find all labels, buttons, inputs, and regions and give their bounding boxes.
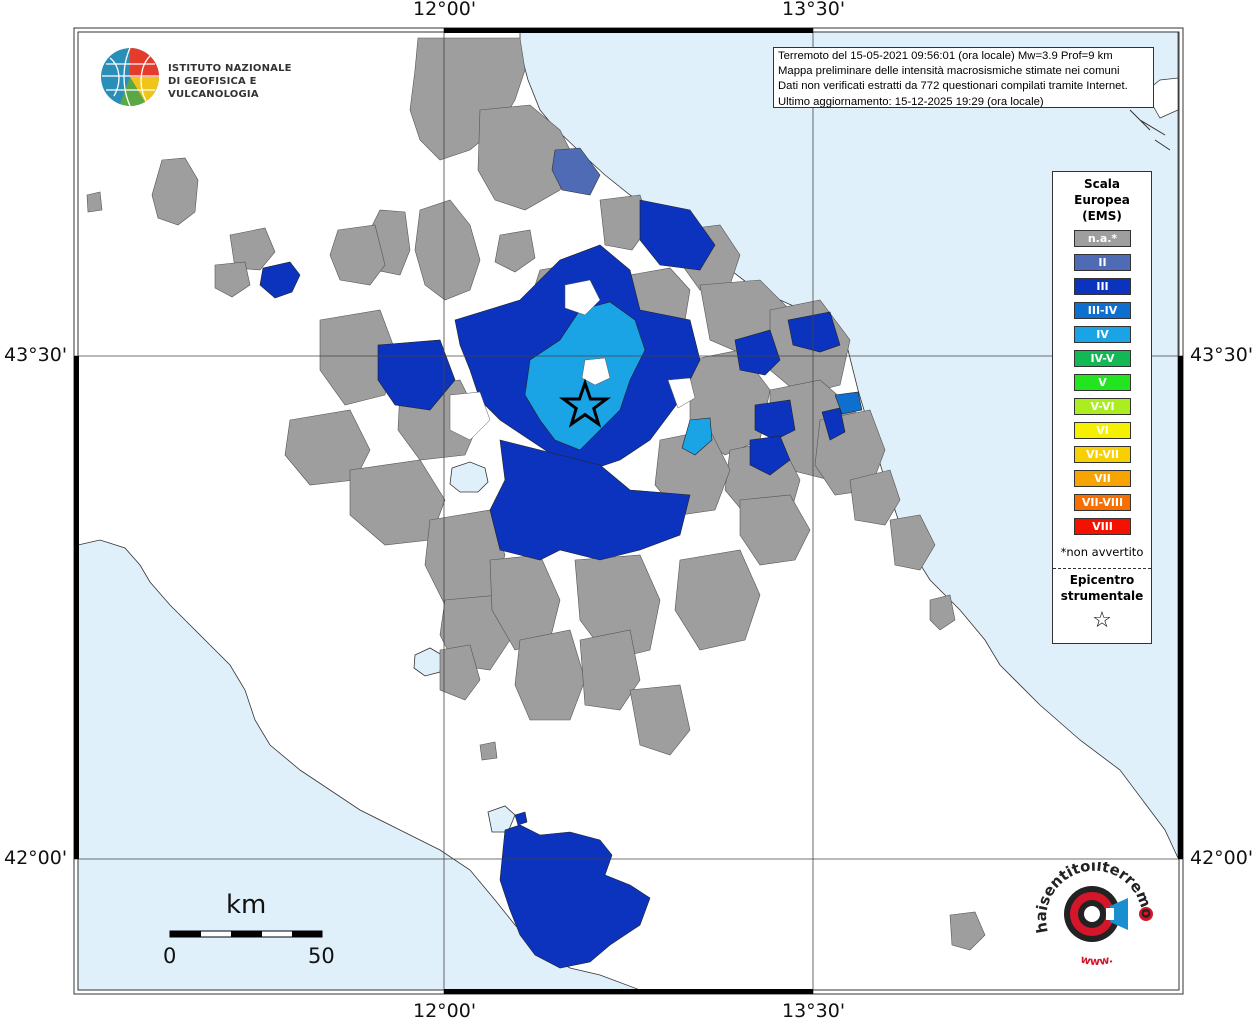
top-lon-label-12: 12°00'	[413, 0, 477, 20]
legend-item: II	[1074, 254, 1131, 271]
ingv-logo-text: ISTITUTO NAZIONALE DI GEOFISICA E VULCAN…	[168, 62, 320, 101]
legend-item: n.a.*	[1074, 230, 1131, 247]
legend-title-line: (EMS)	[1082, 209, 1122, 223]
bottom-lon-label-12: 12°00'	[413, 1000, 477, 1022]
ems-legend: Scala Europea (EMS) n.a.* II III III-IV IV IV…	[1052, 171, 1152, 644]
intensity-iii-iv-municipalities	[834, 391, 863, 415]
lake	[487, 805, 516, 833]
adriatic-sea	[519, 31, 1179, 859]
globe-icon	[101, 47, 160, 107]
legend-note: *non avvertito	[1060, 545, 1144, 559]
ingv-logo: ISTITUTO NAZIONALE DI GEOFISICA E VULCAN…	[100, 46, 320, 110]
info-line: Ultimo aggiornamento: 15-12-2025 19:29 (…	[778, 95, 1044, 108]
scale-min: 0	[163, 944, 177, 968]
epicenter-star	[558, 378, 612, 428]
legend-epicenter-label: Epicentro strumentale	[1053, 572, 1151, 604]
bottom-lon-label-13-30: 13°30'	[782, 1000, 846, 1022]
island-lines	[1129, 109, 1171, 151]
left-lat-label-43-30: 43°30'	[4, 344, 68, 366]
legend-item: III-IV	[1074, 302, 1131, 319]
info-line: Terremoto del 15-05-2021 09:56:01 (ora l…	[778, 50, 1113, 62]
info-line: Dati non verificati estratti da 772 ques…	[778, 80, 1128, 93]
info-line: Mappa preliminare delle intensità macros…	[778, 65, 1120, 78]
legend-item: VI	[1074, 422, 1131, 439]
legend-item: VIII	[1074, 518, 1131, 535]
scale-unit: km	[226, 890, 267, 920]
legend-item: VII	[1074, 470, 1131, 487]
ingv-logo-line1: ISTITUTO NAZIONALE	[168, 63, 292, 74]
legend-star-icon: ☆	[1092, 608, 1112, 633]
legend-item: III	[1074, 278, 1131, 295]
haisentito-logo-www: www.	[1079, 952, 1114, 968]
right-lat-label-42: 42°00'	[1190, 847, 1254, 869]
intensity-ii-area	[551, 147, 601, 196]
legend-title: Scala Europea (EMS)	[1053, 176, 1151, 224]
legend-epicenter-line: Epicentro	[1069, 573, 1135, 587]
legend-item: IV-V	[1074, 350, 1131, 367]
top-lon-label-13-30: 13°30'	[782, 0, 846, 20]
scale-bar	[169, 930, 323, 938]
left-lat-label-42: 42°00'	[4, 847, 68, 869]
graticule	[74, 28, 1183, 994]
map-frame	[73, 27, 1184, 995]
legend-epicenter-line: strumentale	[1060, 589, 1144, 603]
legend-item: IV	[1074, 326, 1131, 343]
legend-title-line: Scala	[1083, 177, 1121, 191]
right-lat-label-43-30: 43°30'	[1190, 344, 1254, 366]
haisentito-logo-graphic: haisentitoilterremoto.it www.	[1025, 848, 1156, 968]
legend-item: VI-VII	[1074, 446, 1131, 463]
intensity-iii-municipalities	[259, 199, 846, 969]
ingv-logo-line2: DI GEOFISICA E VULCANOLOGIA	[168, 76, 259, 100]
scale-max: 50	[308, 944, 335, 968]
legend-item: V	[1074, 374, 1131, 391]
legend-item: V-VI	[1074, 398, 1131, 415]
legend-title-line: Europea	[1074, 193, 1130, 207]
legend-item: VII-VIII	[1074, 494, 1131, 511]
haisentito-logo: haisentitoilterremoto.it www.	[1025, 848, 1162, 974]
legend-separator	[1053, 568, 1151, 569]
lake-trasimeno	[449, 461, 489, 493]
earthquake-info-box: Terremoto del 15-05-2021 09:56:01 (ora l…	[773, 47, 1154, 108]
unreported-areas	[449, 279, 696, 441]
